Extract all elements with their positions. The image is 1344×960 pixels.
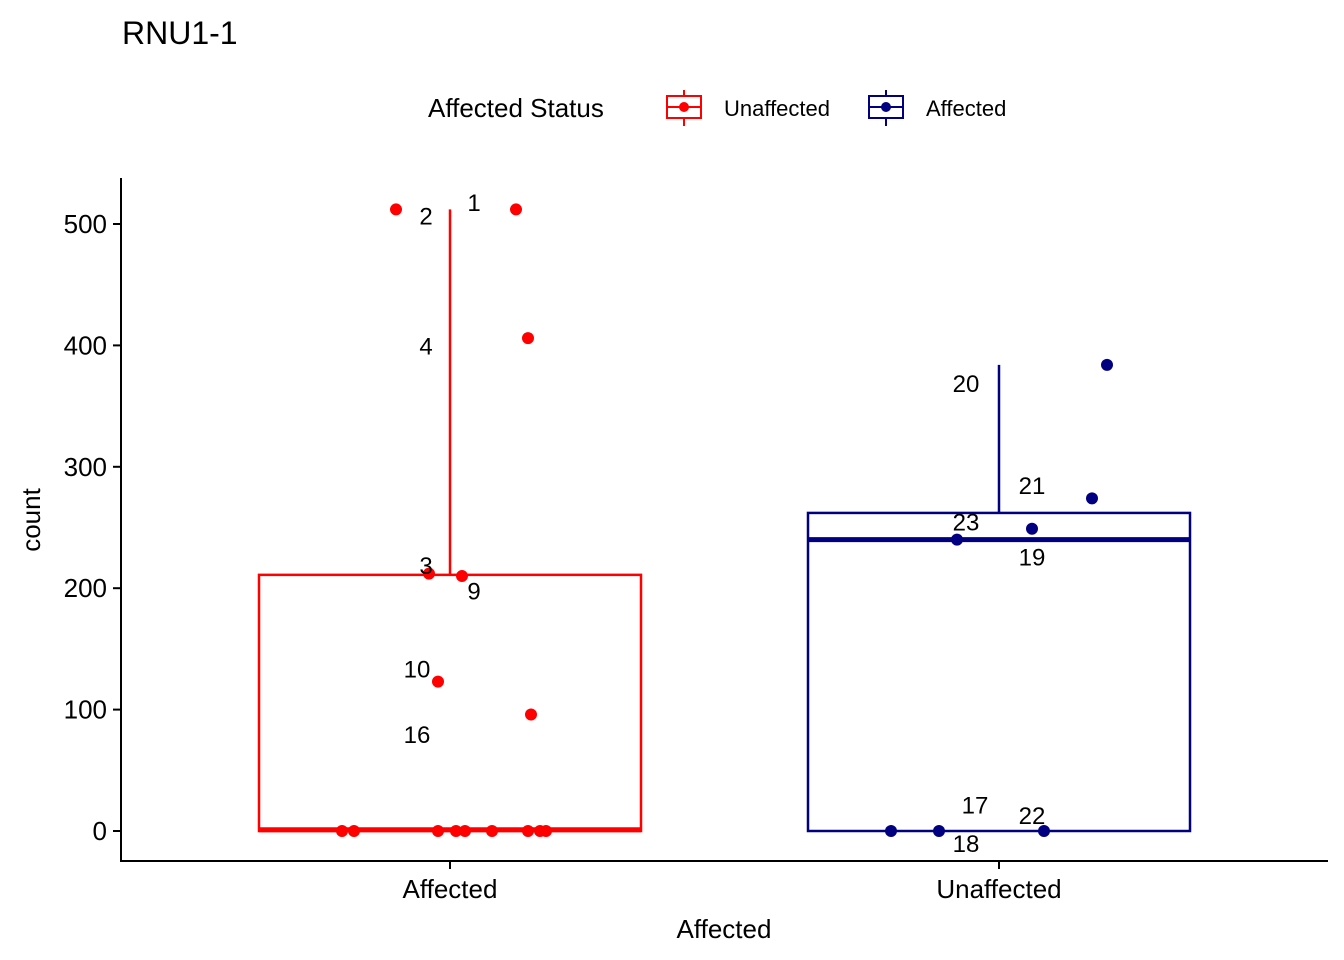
y-tick-label: 500 <box>64 209 107 239</box>
point-label: 2 <box>419 204 432 231</box>
legend: Affected Status Unaffected Affected <box>428 90 1006 126</box>
point-label: 22 <box>1019 803 1046 830</box>
data-point <box>951 533 963 546</box>
data-point <box>390 203 402 216</box>
data-point <box>885 825 897 837</box>
point-label: 17 <box>962 792 989 819</box>
y-axis: 0 100 200 300 400 500 <box>64 178 122 862</box>
data-point <box>525 708 537 721</box>
legend-label: Unaffected <box>724 96 830 121</box>
data-point <box>348 825 360 837</box>
data-point <box>1038 825 1050 837</box>
x-axis-label: Affected <box>677 914 772 944</box>
x-tick-label: Affected <box>403 874 498 904</box>
data-point <box>933 825 945 837</box>
data-point <box>423 567 435 580</box>
point-label: 18 <box>953 831 980 858</box>
box-unaffected <box>806 364 1192 833</box>
data-point <box>336 825 348 837</box>
point-label: 10 <box>404 656 431 683</box>
point-label: 16 <box>404 722 431 749</box>
legend-title: Affected Status <box>428 93 604 123</box>
box-rect <box>806 511 1192 833</box>
data-point <box>456 570 468 583</box>
data-point <box>510 203 522 216</box>
data-point <box>1026 522 1038 535</box>
y-tick-label: 400 <box>64 330 107 360</box>
point-label: 9 <box>467 579 480 606</box>
data-point <box>432 825 444 837</box>
data-point <box>459 825 471 837</box>
chart-title: RNU1-1 <box>122 15 238 51</box>
data-point <box>432 675 444 688</box>
y-tick-label: 0 <box>93 816 107 846</box>
x-axis: Affected Unaffected <box>120 860 1328 904</box>
box-rect <box>257 573 643 833</box>
data-point <box>1101 358 1113 371</box>
y-tick-label: 200 <box>64 573 107 603</box>
y-axis-label: count <box>16 487 46 551</box>
point-label: 19 <box>1019 545 1046 572</box>
y-tick-label: 300 <box>64 452 107 482</box>
data-point <box>486 825 498 837</box>
legend-entry-affected: Affected <box>868 90 1006 126</box>
point-label: 20 <box>953 371 980 398</box>
point-label: 21 <box>1019 473 1046 500</box>
data-point <box>522 825 534 837</box>
data-point <box>1086 492 1098 505</box>
legend-key-point <box>679 102 689 112</box>
data-point <box>522 332 534 345</box>
legend-entry-unaffected: Unaffected <box>666 90 830 126</box>
legend-key-point <box>881 102 891 112</box>
x-tick-label: Unaffected <box>936 874 1061 904</box>
data-point <box>540 825 552 837</box>
plot-area: 1 2 4 3 9 10 16 20 21 23 19 17 22 18 <box>257 190 1192 858</box>
y-tick-label: 100 <box>64 695 107 725</box>
box-affected <box>257 209 643 833</box>
point-label: 4 <box>419 333 432 360</box>
data-point <box>450 825 462 837</box>
legend-label: Affected <box>926 96 1006 121</box>
point-label: 23 <box>953 509 980 536</box>
point-label: 3 <box>419 553 432 580</box>
point-label: 1 <box>467 190 480 217</box>
